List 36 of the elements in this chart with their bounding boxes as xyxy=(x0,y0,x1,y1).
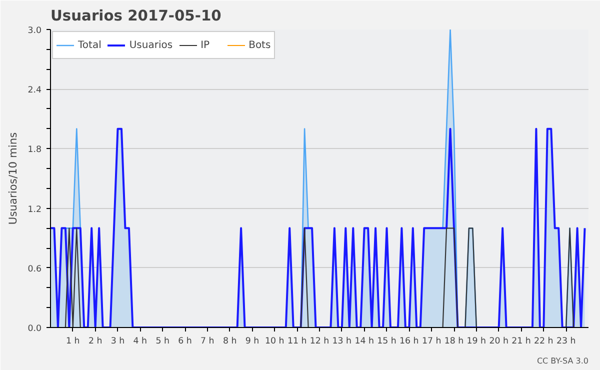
x-tick-label: 23 h xyxy=(556,336,576,346)
x-tick-label: 4 h xyxy=(133,336,148,346)
x-tick-label: 17 h xyxy=(422,336,442,346)
x-tick-label: 14 h xyxy=(354,336,374,346)
legend-label: IP xyxy=(200,40,211,50)
y-tick-label: 1.8 xyxy=(28,145,42,156)
x-tick-label: 22 h xyxy=(534,336,554,346)
x-tick-label: 19 h xyxy=(466,336,486,346)
x-tick-label: 3 h xyxy=(110,336,125,346)
y-tick-label: 0.0 xyxy=(28,324,42,334)
legend-label: Total xyxy=(78,40,102,50)
x-tick-label: 8 h xyxy=(222,336,237,346)
x-tick-label: 16 h xyxy=(400,336,419,346)
x-tick-label: 9 h xyxy=(245,336,260,346)
x-tick-label: 10 h xyxy=(265,336,284,346)
x-tick-label: 6 h xyxy=(178,336,192,346)
y-tick-label: 0.6 xyxy=(28,264,42,274)
x-tick-label: 2 h xyxy=(88,336,102,346)
x-tick-label: 1 h xyxy=(66,336,80,346)
x-tick-label: 15 h xyxy=(377,336,396,346)
legend-label: Bots xyxy=(248,40,271,50)
y-tick-label: 2.4 xyxy=(28,86,42,96)
x-tick-label: 18 h xyxy=(444,336,464,346)
x-tick-label: 11 h xyxy=(287,336,307,346)
y-tick-label: 1.2 xyxy=(28,204,42,215)
x-tick-label: 20 h xyxy=(489,336,508,346)
x-tick-label: 5 h xyxy=(156,336,170,346)
chart-title: Usuarios 2017-05-10 xyxy=(50,8,222,24)
x-tick-label: 13 h xyxy=(332,336,352,346)
y-tick-label: 3.0 xyxy=(28,26,42,36)
x-tick-label: 7 h xyxy=(200,336,214,346)
y-axis-title: Usuarios/10 mins xyxy=(6,132,20,225)
x-tick-label: 12 h xyxy=(310,336,330,346)
text: CC BY-SA 3.0 xyxy=(536,356,589,366)
x-tick-label: 21 h xyxy=(512,336,531,346)
legend-label: Usuarios xyxy=(129,40,173,50)
